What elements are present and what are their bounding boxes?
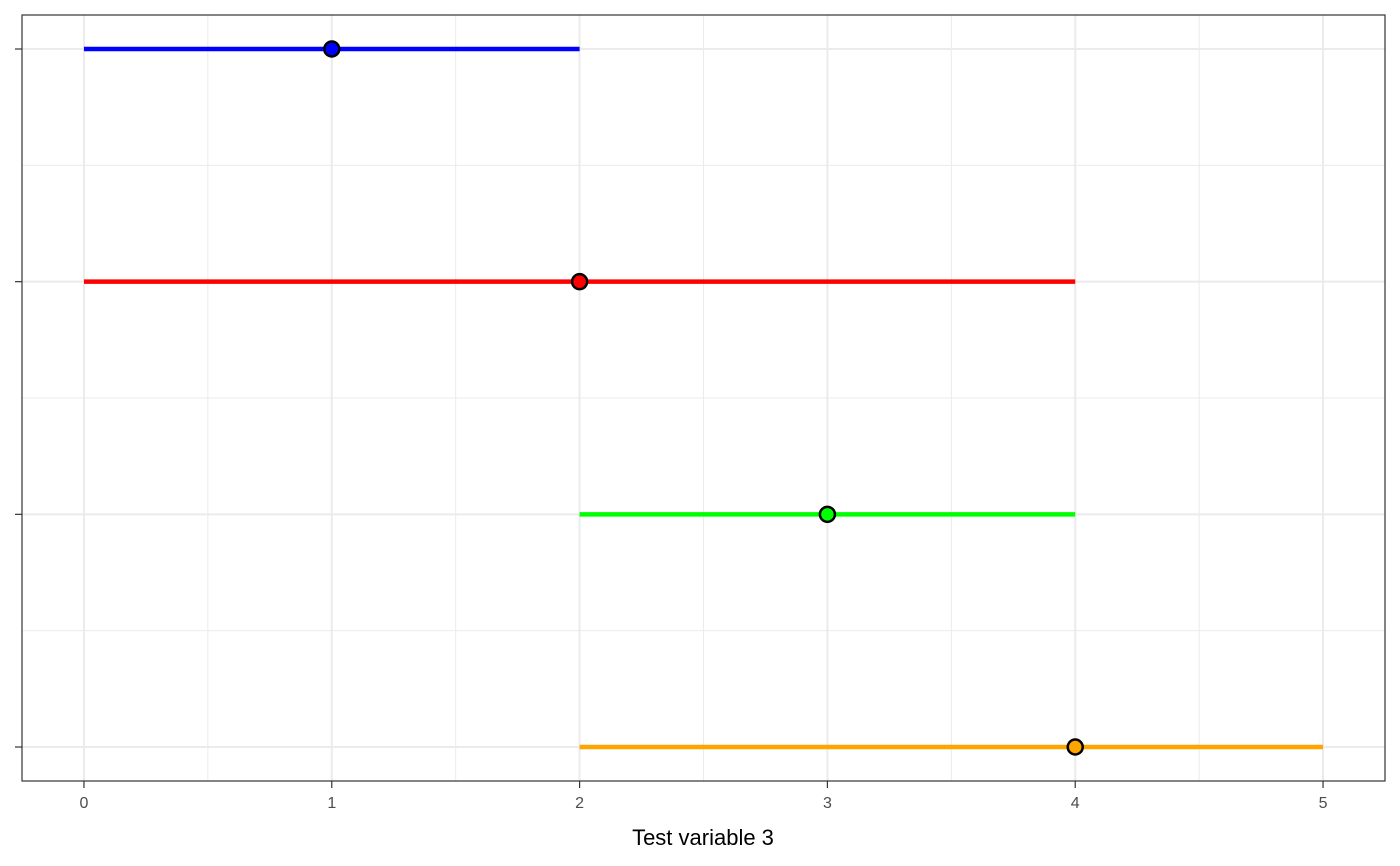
x-axis: 0 1 2 3 4 5 xyxy=(15,48,1328,812)
point-marker xyxy=(818,505,837,524)
point-marker xyxy=(570,272,589,291)
point-marker xyxy=(323,40,341,58)
major-gridlines-x xyxy=(82,15,1325,781)
minor-gridlines-y xyxy=(22,164,1385,632)
point-markers xyxy=(323,40,1084,756)
x-tick-label: 3 xyxy=(823,795,832,812)
x-tick-label: 2 xyxy=(575,795,584,812)
plot-panel-border xyxy=(21,14,1386,782)
x-tick-label: 0 xyxy=(80,795,89,812)
x-tick-label: 5 xyxy=(1319,795,1328,812)
point-marker xyxy=(1066,738,1084,756)
x-tick-label: 1 xyxy=(327,795,336,812)
x-axis-title: Test variable 3 xyxy=(632,825,774,850)
x-tick-label: 4 xyxy=(1071,795,1080,812)
